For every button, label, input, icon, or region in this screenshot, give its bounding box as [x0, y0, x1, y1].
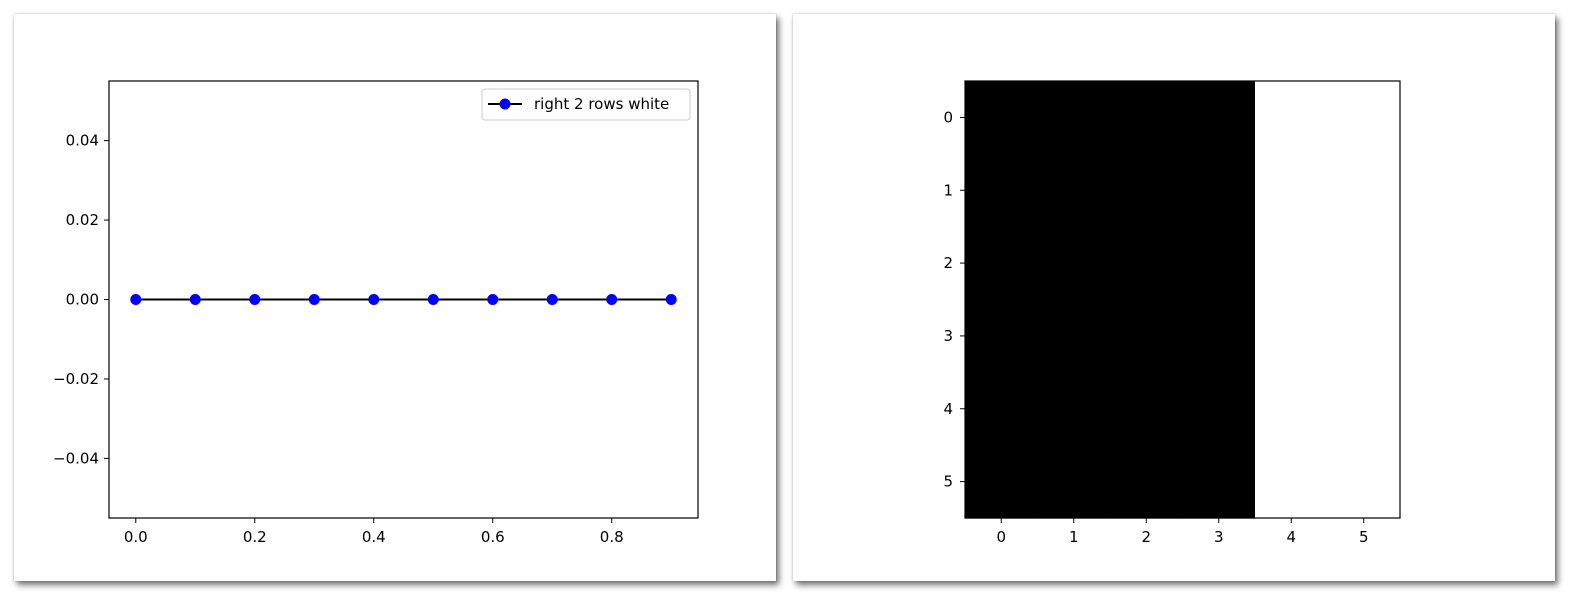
- x-tick-label: 3: [1214, 528, 1224, 546]
- x-tick-label: 2: [1141, 528, 1151, 546]
- legend: right 2 rows white: [481, 88, 691, 121]
- heatmap-cell: [1037, 372, 1111, 446]
- x-tick-label: 0.4: [362, 528, 386, 546]
- y-tick-label: −0.04: [53, 449, 99, 467]
- heatmap-frame: [964, 80, 1401, 519]
- heatmap-cell: [1037, 299, 1111, 373]
- heatmap-cell: [1327, 153, 1401, 228]
- heatmap-cell: [1327, 226, 1401, 301]
- heatmap-cell: [1110, 299, 1184, 373]
- data-point: [487, 294, 499, 305]
- heatmap-cell: [1182, 299, 1256, 373]
- x-tick-label: 0.8: [600, 528, 624, 546]
- heatmap-cell: [1037, 81, 1111, 155]
- x-tick-label: 0.2: [243, 528, 267, 546]
- heatmap-cell: [1255, 445, 1329, 519]
- heatmap-cell: [1037, 226, 1111, 301]
- heatmap-cell: [1182, 445, 1256, 519]
- legend-box: [481, 88, 691, 121]
- heatmap-cell: [1327, 299, 1401, 373]
- heatmap-cell: [1037, 445, 1111, 519]
- heatmap-chart: 0 1 2 3 4 5 0 1 2 3 4 5: [943, 80, 1401, 546]
- heatmap-panel: 0 1 2 3 4 5 0 1 2 3 4 5: [793, 14, 1555, 581]
- y-tick-label: 0.02: [66, 211, 99, 229]
- x-tick-label: 0: [996, 528, 1006, 546]
- heatmap-cell: [1110, 81, 1184, 155]
- line-chart-panel: 0.0 0.2 0.4 0.6 0.8 0.04 0.02 0.00 −0.02 −0.04 rig…: [14, 14, 776, 581]
- heatmap-cell: [965, 226, 1039, 301]
- y-tick-label: −0.02: [53, 370, 99, 388]
- data-point: [189, 294, 201, 305]
- heatmap-cell: [1110, 226, 1184, 301]
- data-point: [308, 294, 320, 305]
- heatmap-cell: [1255, 372, 1329, 446]
- heatmap-cell: [1182, 153, 1256, 228]
- heatmap-cell: [1182, 81, 1256, 155]
- y-tick-label: 5: [943, 473, 953, 491]
- heatmap-cell: [1110, 445, 1184, 519]
- data-point: [249, 294, 261, 305]
- y-tick-label: 0.00: [66, 291, 99, 309]
- data-point: [130, 294, 142, 305]
- heatmap-cell: [1327, 445, 1401, 519]
- heatmap-cell: [1255, 81, 1329, 155]
- x-tick-label: 4: [1286, 528, 1296, 546]
- heatmap-cell: [1327, 372, 1401, 446]
- y-tick-label: 4: [943, 400, 953, 418]
- heatmap-cell: [1327, 81, 1401, 155]
- heatmap-cell: [965, 81, 1039, 155]
- data-point: [368, 294, 380, 305]
- heatmap-cell: [965, 445, 1039, 519]
- heatmap-cell: [1255, 226, 1329, 301]
- x-tick-label: 0.6: [481, 528, 505, 546]
- heatmap-cell: [1255, 299, 1329, 373]
- heatmap-cell: [1255, 153, 1329, 228]
- heatmap-cell: [965, 153, 1039, 228]
- y-tick-label: 0.04: [66, 132, 99, 150]
- data-point: [427, 294, 439, 305]
- data-point: [665, 294, 677, 305]
- legend-label: right 2 rows white: [534, 95, 669, 113]
- heatmap-cell: [1182, 372, 1256, 446]
- x-tick-label: 0.0: [124, 528, 148, 546]
- y-tick-label: 0: [943, 108, 953, 126]
- x-tick-label: 5: [1359, 528, 1369, 546]
- data-point: [606, 294, 618, 305]
- y-tick-label: 3: [943, 327, 953, 345]
- data-point: [546, 294, 558, 305]
- heatmap-cell: [1037, 153, 1111, 228]
- legend-marker-swatch: [499, 98, 511, 110]
- y-tick-label: 1: [943, 181, 953, 199]
- heatmap-cell: [965, 372, 1039, 446]
- heatmap-cell: [1110, 153, 1184, 228]
- heatmap-cell: [1110, 372, 1184, 446]
- y-tick-label: 2: [943, 254, 953, 272]
- heatmap-cell: [965, 299, 1039, 373]
- x-tick-label: 1: [1069, 528, 1079, 546]
- line-chart: 0.0 0.2 0.4 0.6 0.8 0.04 0.02 0.00 −0.02 −0.04 rig…: [53, 80, 699, 546]
- heatmap-cell: [1182, 226, 1256, 301]
